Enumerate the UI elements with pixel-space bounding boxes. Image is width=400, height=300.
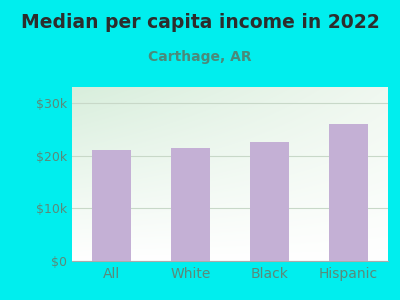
Bar bbox=[92, 150, 131, 261]
Text: Median per capita income in 2022: Median per capita income in 2022 bbox=[21, 14, 379, 32]
Bar bbox=[329, 124, 368, 261]
Text: Carthage, AR: Carthage, AR bbox=[148, 50, 252, 64]
Bar bbox=[171, 148, 210, 261]
Bar bbox=[250, 142, 289, 261]
